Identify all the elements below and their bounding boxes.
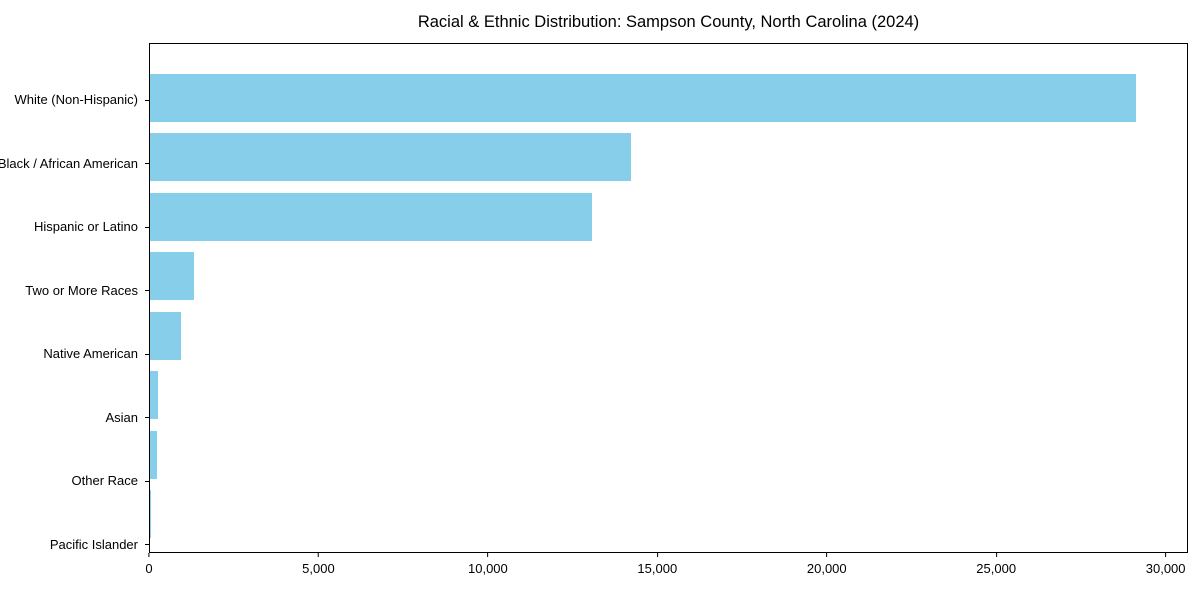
y-tick-mark — [145, 417, 149, 419]
x-axis-ticks: 0 5,000 10,000 15,000 20,000 25,000 30,000 — [145, 553, 1188, 593]
x-tick-label: 5,000 — [302, 561, 335, 576]
y-axis-label: Hispanic or Latino — [33, 219, 138, 235]
x-tick-label: 25,000 — [976, 561, 1017, 576]
x-tick-mark — [317, 553, 319, 557]
bar — [150, 252, 195, 301]
bar-row — [150, 366, 1187, 426]
y-label-row: Native American — [0, 322, 149, 386]
bar-row — [150, 425, 1187, 485]
y-axis-label: Pacific Islander — [49, 536, 138, 552]
x-tick: 5,000 — [302, 553, 335, 576]
x-tick-mark — [656, 553, 658, 557]
x-tick-mark — [148, 553, 150, 557]
y-tick-mark — [145, 99, 149, 101]
x-tick-mark — [995, 553, 997, 557]
y-axis-label: Asian — [105, 409, 138, 425]
y-tick-mark — [145, 163, 149, 165]
x-tick-mark — [1165, 553, 1167, 557]
chart-title: Racial & Ethnic Distribution: Sampson Co… — [417, 13, 920, 31]
x-tick: 25,000 — [976, 553, 1016, 576]
x-tick-label: 30,000 — [1145, 561, 1186, 576]
y-label-row: Asian — [0, 386, 149, 450]
bar — [150, 490, 151, 539]
y-tick-mark — [145, 480, 149, 482]
y-label-row: White (Non-Hispanic) — [0, 68, 149, 132]
x-tick-mark — [487, 553, 489, 557]
bar — [150, 73, 1136, 122]
x-tick-label: 20,000 — [806, 561, 847, 576]
bar-row — [150, 187, 1187, 247]
y-axis-label: Two or More Races — [25, 282, 138, 298]
x-tick-label: 10,000 — [467, 561, 508, 576]
bar — [150, 371, 159, 420]
y-label-row: Other Race — [0, 449, 149, 513]
x-tick-label: 15,000 — [637, 561, 678, 576]
bar — [150, 192, 592, 241]
plot-area — [149, 43, 1188, 553]
bar-row — [150, 247, 1187, 307]
bar — [150, 311, 182, 360]
y-label-row: Pacific Islander — [0, 513, 149, 577]
y-tick-mark — [145, 353, 149, 355]
bar-row — [150, 68, 1187, 128]
x-tick-mark — [826, 553, 828, 557]
y-axis-label: Black / African American — [0, 155, 138, 171]
y-tick-mark — [145, 544, 149, 546]
y-tick-mark — [145, 290, 149, 292]
x-tick-label: 0 — [145, 561, 153, 576]
y-label-row: Two or More Races — [0, 259, 149, 323]
bars-container — [150, 44, 1187, 552]
y-label-row: Hispanic or Latino — [0, 195, 149, 259]
x-tick: 10,000 — [468, 553, 508, 576]
bar-row — [150, 128, 1187, 188]
y-axis-label: Other Race — [71, 473, 138, 489]
x-tick: 0 — [145, 553, 153, 576]
bar-row — [150, 306, 1187, 366]
y-axis-label: Native American — [43, 346, 138, 362]
y-axis-label: White (Non-Hispanic) — [14, 92, 138, 108]
bar — [150, 133, 631, 182]
x-tick: 30,000 — [1146, 553, 1186, 576]
x-tick: 20,000 — [807, 553, 847, 576]
x-tick: 15,000 — [637, 553, 677, 576]
y-axis-labels: White (Non-Hispanic) Black / African Amer… — [0, 44, 149, 584]
bar — [150, 430, 157, 479]
y-label-row: Black / African American — [0, 132, 149, 196]
y-tick-mark — [145, 226, 149, 228]
bar-row — [150, 485, 1187, 545]
